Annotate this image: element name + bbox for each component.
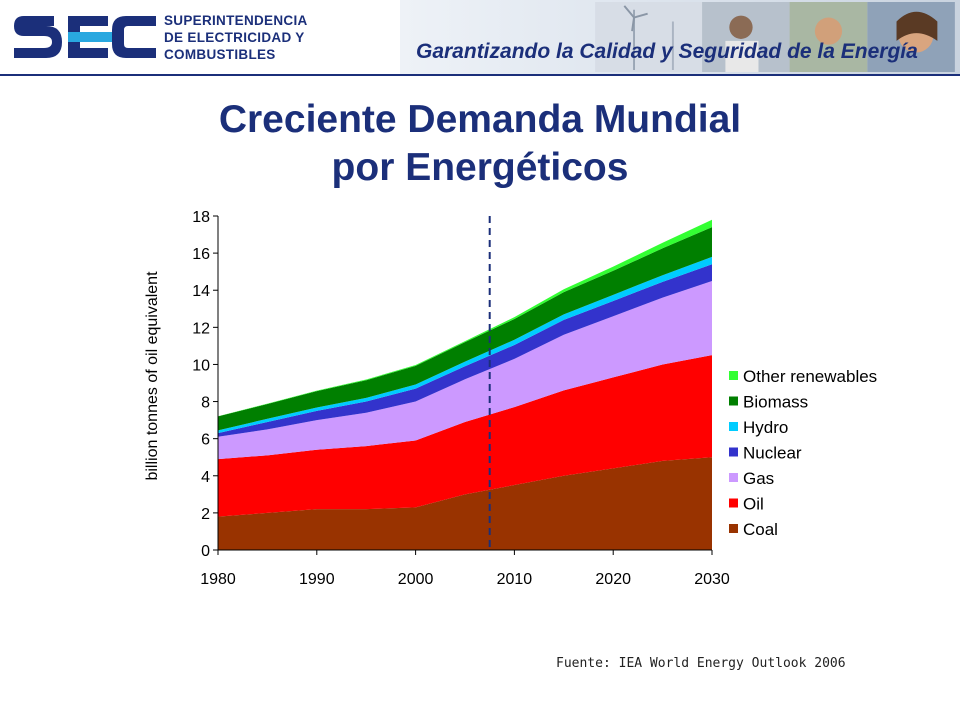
legend-label-nuclear: Nuclear	[743, 444, 802, 463]
y-axis-label: billion tonnes of oil equivalent	[144, 271, 161, 481]
y-tick-label: 0	[201, 543, 210, 560]
x-tick-label: 2030	[694, 571, 730, 588]
header-photo-collage	[595, 2, 955, 72]
x-tick-label: 1980	[200, 571, 236, 588]
slide-header: SUPERINTENDENCIA DE ELECTRICIDAD Y COMBU…	[0, 0, 960, 78]
legend-swatch-gas	[729, 473, 738, 482]
legend-label-coal: Coal	[743, 520, 778, 539]
y-tick-label: 4	[201, 469, 210, 486]
header-divider	[0, 74, 960, 76]
x-tick-label: 2010	[497, 571, 533, 588]
y-tick-label: 8	[201, 395, 210, 412]
slide-title-line-1: Creciente Demanda Mundial	[218, 98, 742, 141]
y-tick-label: 18	[192, 209, 210, 226]
y-tick-label: 14	[192, 283, 210, 300]
legend-label-biomass: Biomass	[743, 393, 808, 412]
legend-label-other-renewables: Other renewables	[743, 367, 877, 386]
source-citation: Fuente: IEA World Energy Outlook 2006	[556, 656, 846, 671]
x-tick-label: 2000	[398, 571, 434, 588]
legend-swatch-oil	[729, 498, 738, 508]
y-tick-label: 6	[201, 432, 210, 449]
org-line-2: DE ELECTRICIDAD Y	[164, 30, 305, 45]
legend-label-gas: Gas	[743, 469, 774, 488]
legend-swatch-biomass	[729, 396, 738, 406]
chart-legend: Other renewables Biomass Hydro Nuclear Gas Oi…	[729, 367, 877, 539]
area-coal	[218, 457, 712, 550]
x-tick-label: 2020	[595, 571, 631, 588]
y-tick-label: 16	[192, 246, 210, 263]
chart-axes: 0 2 4 6 8 10 12 14 16 18 1980 1990 2000 2010 2020 2030	[192, 209, 730, 588]
legend-swatch-hydro	[729, 422, 738, 431]
slide-title-line-2: por Energéticos	[331, 146, 629, 189]
org-line-1: SUPERINTENDENCIA	[164, 13, 308, 28]
legend-label-hydro: Hydro	[743, 418, 788, 437]
area-oil	[218, 355, 712, 517]
sec-logo	[14, 16, 156, 58]
legend-swatch-coal	[729, 524, 738, 533]
legend-swatch-other-renewables	[729, 371, 738, 380]
stacked-areas	[218, 219, 712, 550]
x-tick-label: 1990	[299, 571, 335, 588]
y-tick-label: 2	[201, 506, 210, 523]
organization-name: SUPERINTENDENCIA DE ELECTRICIDAD Y COMBU…	[164, 12, 308, 63]
org-line-3: COMBUSTIBLES	[164, 47, 276, 62]
y-tick-label: 10	[192, 357, 210, 374]
legend-label-oil: Oil	[743, 495, 764, 514]
slide-title: Creciente Demanda Mundial por Energético…	[80, 96, 880, 192]
y-tick-label: 12	[192, 320, 210, 337]
area-biomass	[218, 227, 712, 431]
legend-swatch-nuclear	[729, 447, 738, 457]
header-tagline: Garantizando la Calidad y Seguridad de l…	[416, 40, 918, 63]
